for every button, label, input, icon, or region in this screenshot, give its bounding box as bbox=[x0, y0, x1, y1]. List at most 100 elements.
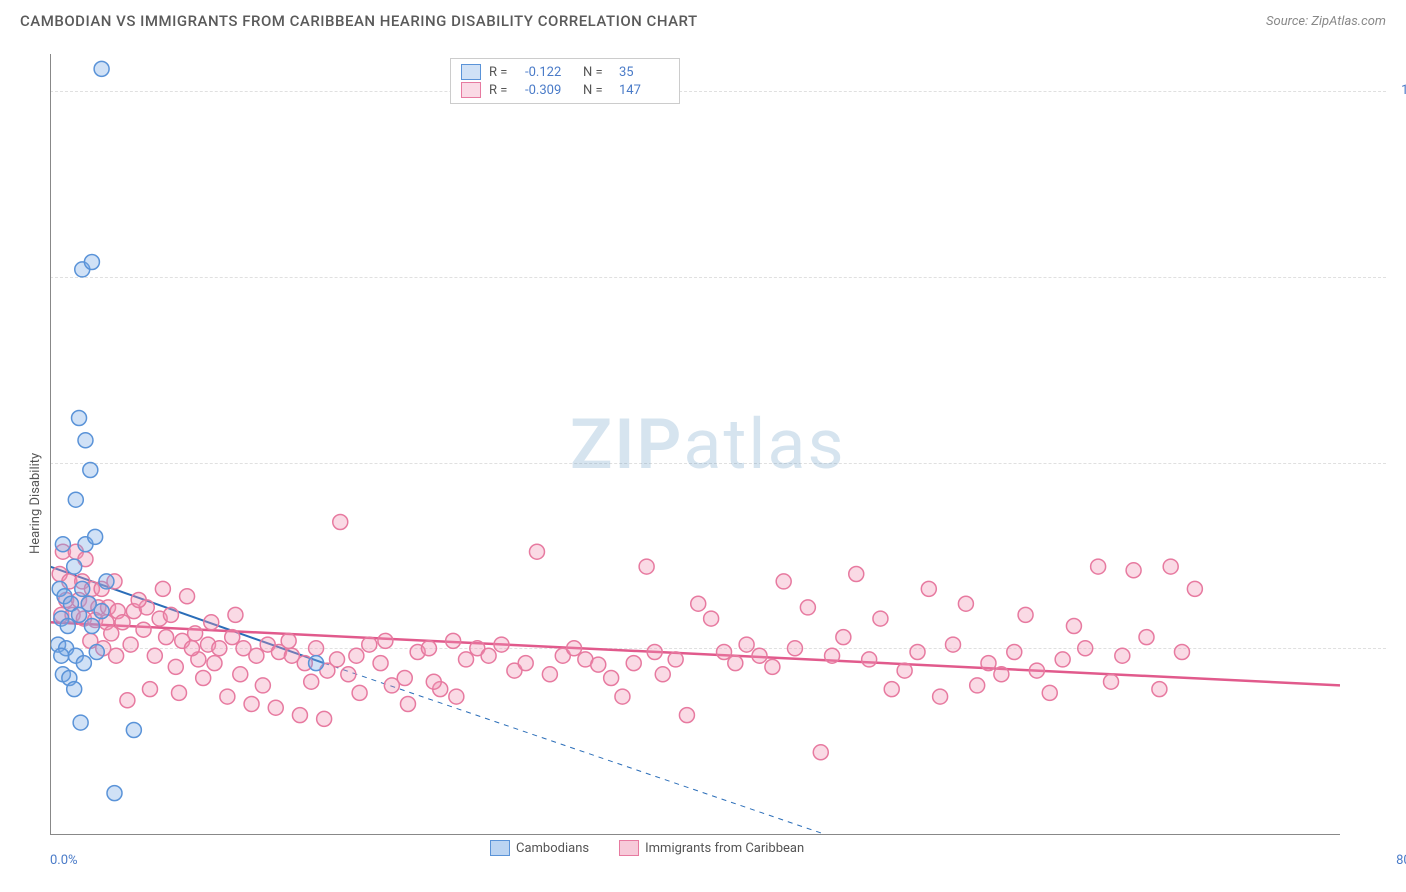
n-value-1: 35 bbox=[619, 65, 669, 80]
n-value-2: 147 bbox=[619, 83, 669, 98]
data-point bbox=[244, 697, 259, 712]
data-point bbox=[168, 659, 183, 674]
data-point bbox=[109, 648, 124, 663]
data-point bbox=[309, 656, 324, 671]
data-point bbox=[1126, 563, 1141, 578]
data-point bbox=[1055, 652, 1070, 667]
data-point bbox=[542, 667, 557, 682]
data-point bbox=[752, 648, 767, 663]
data-point bbox=[352, 685, 367, 700]
data-point bbox=[147, 648, 162, 663]
data-point bbox=[84, 619, 99, 634]
y-tick-label: 10.0% bbox=[1391, 83, 1406, 98]
data-point bbox=[897, 663, 912, 678]
data-point bbox=[115, 615, 130, 630]
data-point bbox=[304, 674, 319, 689]
y-axis-line bbox=[50, 54, 51, 834]
legend-swatch-1 bbox=[490, 840, 510, 856]
data-point bbox=[78, 433, 93, 448]
scatter-plot bbox=[50, 54, 1340, 834]
data-point bbox=[76, 656, 91, 671]
data-point bbox=[776, 574, 791, 589]
data-point bbox=[1139, 630, 1154, 645]
data-point bbox=[679, 708, 694, 723]
legend-label-2: Immigrants from Caribbean bbox=[645, 841, 804, 856]
data-point bbox=[249, 648, 264, 663]
data-point bbox=[54, 648, 69, 663]
data-point bbox=[84, 255, 99, 270]
data-point bbox=[933, 689, 948, 704]
data-point bbox=[704, 611, 719, 626]
data-point bbox=[604, 671, 619, 686]
data-point bbox=[225, 630, 240, 645]
r-label-2: R = bbox=[489, 83, 517, 98]
y-tick-label: 2.5% bbox=[1391, 640, 1406, 655]
legend-item-2: Immigrants from Caribbean bbox=[619, 840, 804, 856]
x-tick-label: 80.0% bbox=[1396, 853, 1406, 868]
data-point bbox=[1007, 645, 1022, 660]
legend-swatch-2 bbox=[619, 840, 639, 856]
data-point bbox=[787, 641, 802, 656]
data-point bbox=[1174, 645, 1189, 660]
data-point bbox=[1104, 674, 1119, 689]
data-point bbox=[207, 656, 222, 671]
data-point bbox=[591, 657, 606, 672]
data-point bbox=[426, 674, 441, 689]
data-point bbox=[946, 637, 961, 652]
data-point bbox=[421, 641, 436, 656]
data-point bbox=[72, 607, 87, 622]
data-point bbox=[800, 600, 815, 615]
data-point bbox=[668, 652, 683, 667]
data-point bbox=[268, 700, 283, 715]
x-axis-line bbox=[50, 834, 1340, 835]
data-point bbox=[825, 648, 840, 663]
data-point bbox=[281, 633, 296, 648]
data-point bbox=[120, 693, 135, 708]
data-point bbox=[567, 641, 582, 656]
data-point bbox=[123, 637, 138, 652]
data-point bbox=[89, 645, 104, 660]
swatch-series-1 bbox=[461, 64, 481, 80]
y-tick-label: 5.0% bbox=[1391, 455, 1406, 470]
data-point bbox=[1187, 581, 1202, 596]
source-credit: Source: ZipAtlas.com bbox=[1266, 14, 1386, 29]
data-point bbox=[126, 723, 141, 738]
data-point bbox=[83, 463, 98, 478]
data-point bbox=[131, 593, 146, 608]
data-point bbox=[849, 567, 864, 582]
data-point bbox=[970, 678, 985, 693]
data-point bbox=[55, 537, 70, 552]
data-point bbox=[1066, 619, 1081, 634]
data-point bbox=[142, 682, 157, 697]
data-point bbox=[341, 667, 356, 682]
legend-item-1: Cambodians bbox=[490, 840, 589, 856]
data-point bbox=[717, 645, 732, 660]
series-legend: Cambodians Immigrants from Caribbean bbox=[490, 840, 804, 856]
data-point bbox=[400, 697, 415, 712]
data-point bbox=[180, 589, 195, 604]
data-point bbox=[212, 641, 227, 656]
n-label-2: N = bbox=[583, 83, 611, 98]
data-point bbox=[67, 559, 82, 574]
r-value-2: -0.309 bbox=[525, 83, 575, 98]
data-point bbox=[60, 619, 75, 634]
data-point bbox=[836, 630, 851, 645]
data-point bbox=[220, 689, 235, 704]
data-point bbox=[397, 671, 412, 686]
data-point bbox=[136, 622, 151, 637]
data-point bbox=[88, 529, 103, 544]
data-point bbox=[446, 633, 461, 648]
data-point bbox=[94, 604, 109, 619]
legend-row-1: R = -0.122 N = 35 bbox=[461, 63, 669, 81]
data-point bbox=[1152, 682, 1167, 697]
data-point bbox=[981, 656, 996, 671]
chart-title: CAMBODIAN VS IMMIGRANTS FROM CARIBBEAN H… bbox=[20, 12, 698, 30]
data-point bbox=[228, 607, 243, 622]
data-point bbox=[204, 615, 219, 630]
data-point bbox=[1078, 641, 1093, 656]
data-point bbox=[884, 682, 899, 697]
data-point bbox=[728, 656, 743, 671]
data-point bbox=[163, 607, 178, 622]
chart-area: Hearing Disability ZIPatlas 2.5%5.0%7.5%… bbox=[50, 54, 1386, 846]
y-tick-label: 7.5% bbox=[1391, 269, 1406, 284]
